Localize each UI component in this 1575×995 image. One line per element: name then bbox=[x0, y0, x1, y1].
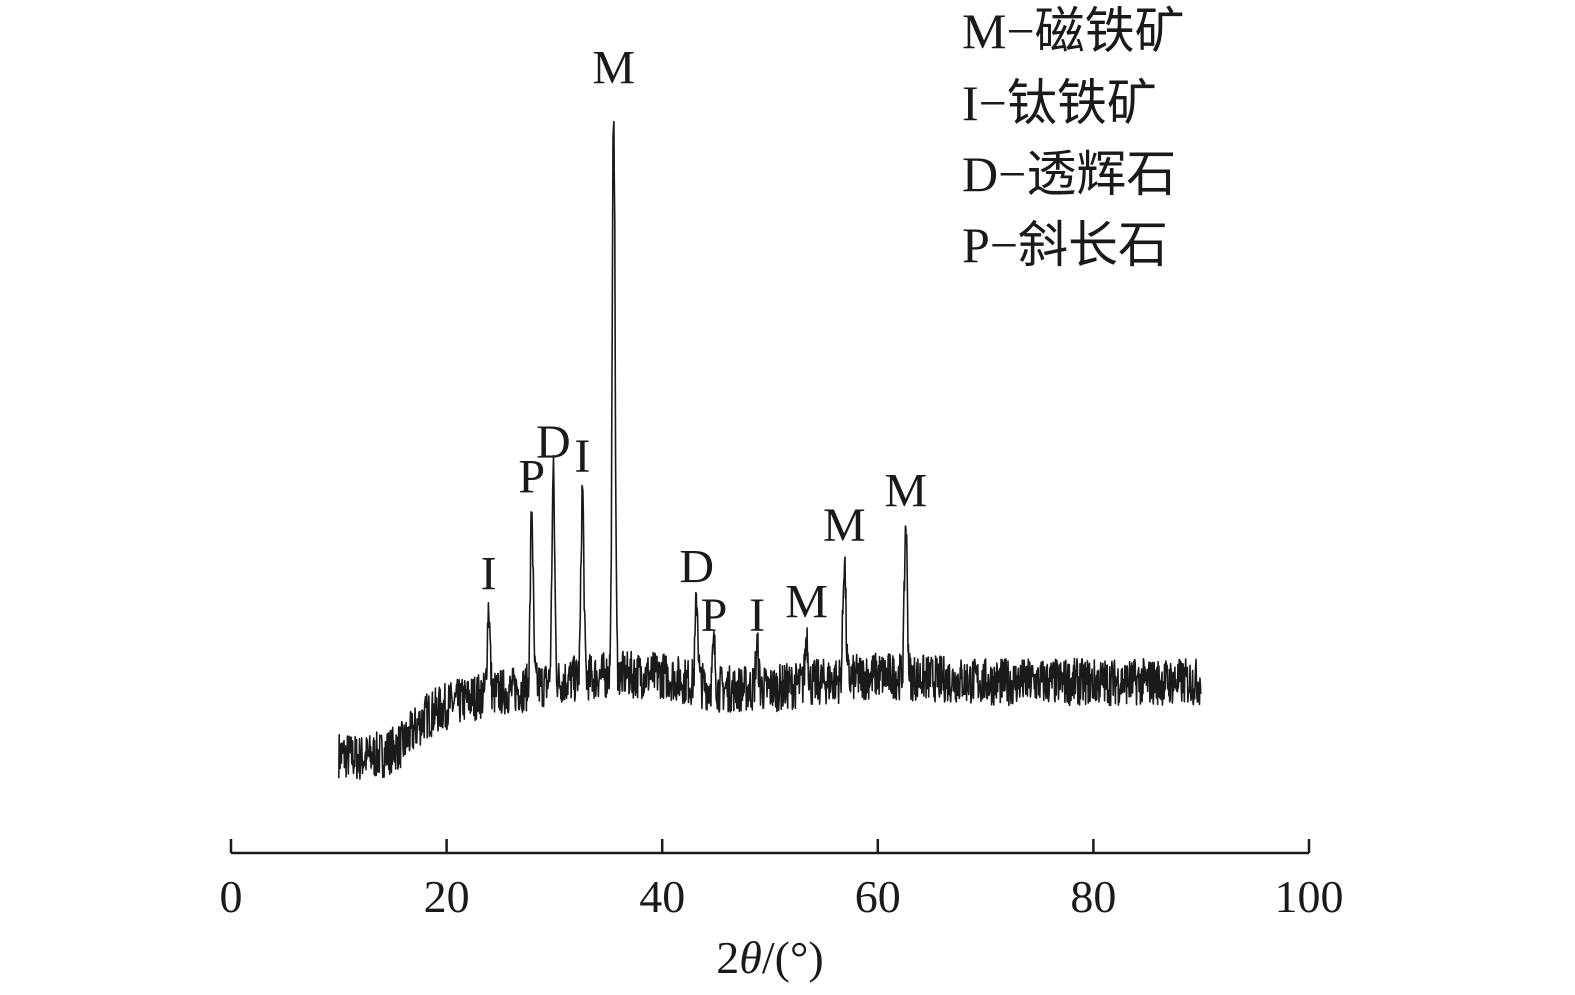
xrd-pattern-line bbox=[338, 120, 1202, 780]
legend-symbol: P bbox=[962, 217, 990, 273]
peak-label-m: M bbox=[785, 575, 828, 628]
legend: M−磁铁矿 I−钛铁矿 D−透辉石 P−斜长石 bbox=[962, 3, 1185, 273]
peak-label-p: P bbox=[518, 451, 545, 504]
peak-label-m: M bbox=[592, 42, 635, 95]
legend-separator: − bbox=[1006, 3, 1034, 59]
x-tick-label: 40 bbox=[639, 871, 685, 922]
x-axis-title-prefix: 2 bbox=[716, 932, 739, 983]
legend-entry-magnetite: M−磁铁矿 bbox=[962, 3, 1185, 59]
legend-name: 透辉石 bbox=[1026, 146, 1176, 202]
legend-entry-diopside: D−透辉石 bbox=[962, 146, 1176, 202]
peak-label-i: I bbox=[574, 430, 590, 483]
x-tick-label: 0 bbox=[220, 871, 243, 922]
peak-label-p: P bbox=[701, 589, 728, 642]
peak-label-i: I bbox=[481, 548, 497, 601]
legend-separator: − bbox=[990, 217, 1018, 273]
x-axis-title-symbol: θ bbox=[739, 932, 762, 983]
legend-name: 磁铁矿 bbox=[1035, 3, 1185, 59]
legend-symbol: I bbox=[962, 75, 979, 131]
x-axis-title-suffix: /(°) bbox=[762, 932, 824, 983]
peak-label-i: I bbox=[749, 589, 765, 642]
x-tick-label: 100 bbox=[1275, 871, 1344, 922]
peak-label-m: M bbox=[884, 464, 927, 517]
legend-separator: − bbox=[998, 146, 1026, 202]
legend-entry-plagioclase: P−斜长石 bbox=[962, 217, 1168, 273]
legend-symbol: M bbox=[962, 3, 1006, 59]
legend-name: 斜长石 bbox=[1018, 217, 1168, 273]
x-axis: 0 20 40 60 80 100 2θ/(°) bbox=[220, 839, 1344, 983]
peak-label-m: M bbox=[823, 499, 866, 552]
peak-label-d: D bbox=[536, 416, 571, 469]
legend-entry-ilmenite: I−钛铁矿 bbox=[962, 75, 1157, 131]
x-axis-title: 2θ/(°) bbox=[716, 932, 823, 983]
legend-name: 钛铁矿 bbox=[1007, 75, 1157, 131]
x-ticks: 0 20 40 60 80 100 bbox=[220, 839, 1344, 922]
x-tick-label: 60 bbox=[855, 871, 901, 922]
peak-label-d: D bbox=[679, 541, 714, 594]
x-tick-label: 80 bbox=[1070, 871, 1116, 922]
legend-symbol: D bbox=[962, 146, 998, 202]
legend-separator: − bbox=[979, 75, 1007, 131]
x-tick-label: 20 bbox=[424, 871, 470, 922]
